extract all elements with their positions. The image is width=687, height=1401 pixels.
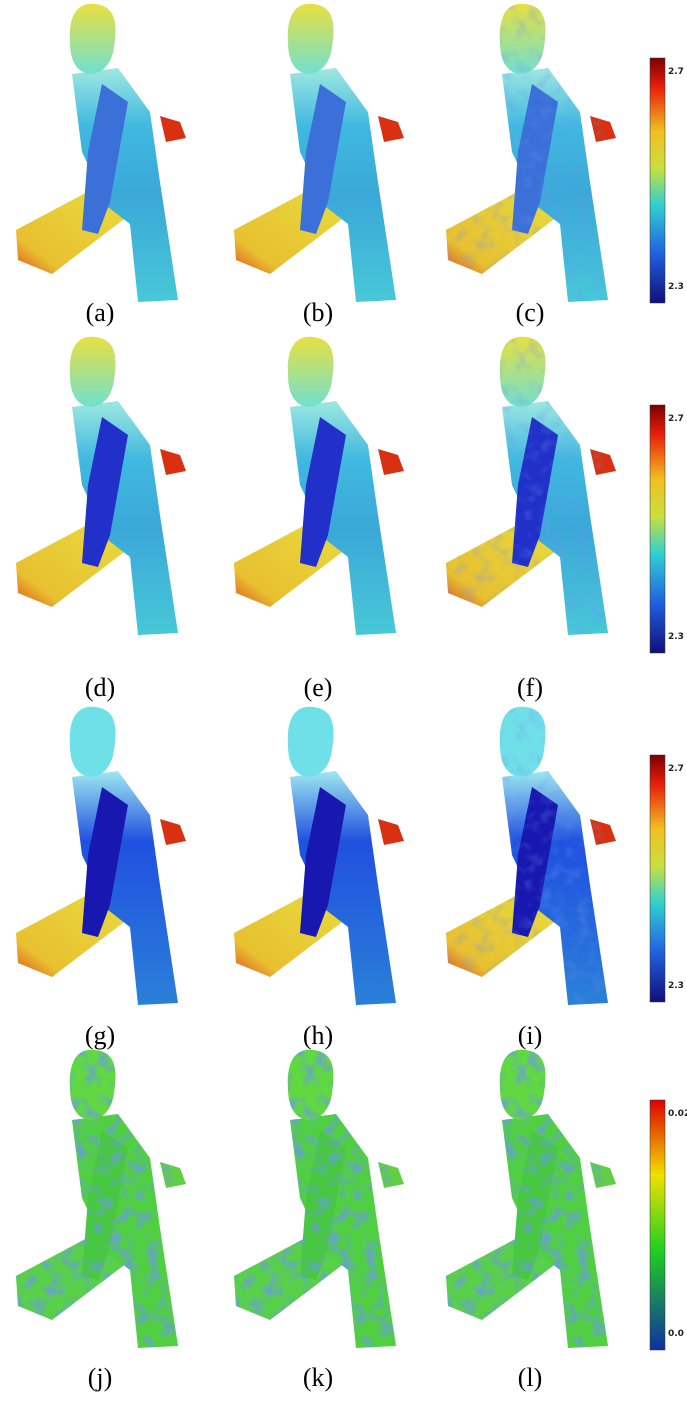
mesh-texture [499,1049,546,1120]
mesh-texture [287,1049,334,1120]
mesh-part [160,449,186,475]
mesh-part [378,819,404,845]
panel-label: (j) [88,1363,113,1392]
mesh-figure [446,3,616,302]
mesh-figure [16,336,186,635]
colorbar [649,57,666,304]
panel-label: (a) [86,298,115,327]
colorbar-tick-label: 0.02 [668,1109,687,1119]
panel-label: (d) [85,673,115,702]
panel-label: (f) [517,673,543,702]
panel-label: (h) [303,1021,333,1050]
mesh-figure [234,1049,404,1348]
mesh-texture [512,417,558,567]
colorbar-tick-label: 2.3 [668,981,684,991]
colorbar-tick-label: 2.7 [668,67,684,77]
mesh-texture [512,84,558,234]
mesh-part [378,449,404,475]
mesh-figure [16,706,186,1005]
mesh-part [82,84,128,234]
colorbar-tick-label: 2.3 [668,632,684,642]
mesh-part [287,3,334,75]
colorbar-tick-label: 2.7 [668,764,684,774]
colorbar-tick-label: 2.3 [668,282,684,292]
mesh-figure [234,706,404,1005]
mesh-part [69,706,116,777]
mesh-texture [499,706,546,777]
mesh-part [287,706,334,777]
mesh-texture [590,819,616,845]
colorbar-tick-label: 2.7 [668,414,684,424]
mesh-figure [234,3,404,302]
colorbar [649,754,666,1003]
mesh-texture [590,449,616,475]
mesh-texture [499,3,546,75]
mesh-figure [446,1049,616,1348]
mesh-texture [512,787,558,937]
panel-label: (g) [85,1021,115,1050]
panel-label: (l) [518,1363,543,1392]
mesh-texture [160,1162,186,1188]
panel-label: (k) [303,1363,333,1392]
mesh-part [82,787,128,937]
mesh-part [82,417,128,567]
mesh-figure [446,706,616,1005]
mesh-figure [446,336,616,635]
mesh-part [160,116,186,142]
mesh-part [69,336,116,407]
panel-label: (b) [303,298,333,327]
mesh-figure [16,1049,186,1348]
mesh-part [378,116,404,142]
mesh-part [300,417,346,567]
mesh-texture [590,1162,616,1188]
mesh-texture [499,336,546,407]
mesh-texture [69,1049,116,1120]
panel-label: (i) [518,1021,543,1050]
colorbar-tick-label: 0.0 [668,1329,684,1339]
mesh-texture [300,1130,346,1280]
mesh-texture [378,1162,404,1188]
mesh-figure [16,3,186,302]
mesh-part [160,819,186,845]
mesh-texture [82,1130,128,1280]
panel-label: (e) [304,673,333,702]
mesh-part [300,84,346,234]
mesh-texture [512,1130,558,1280]
panel-label: (c) [516,298,545,327]
colorbar [649,404,666,654]
mesh-part [300,787,346,937]
mesh-part [69,3,116,75]
mesh-figure [234,336,404,635]
colorbar [649,1099,666,1351]
mesh-part [287,336,334,407]
mesh-texture [590,116,616,142]
